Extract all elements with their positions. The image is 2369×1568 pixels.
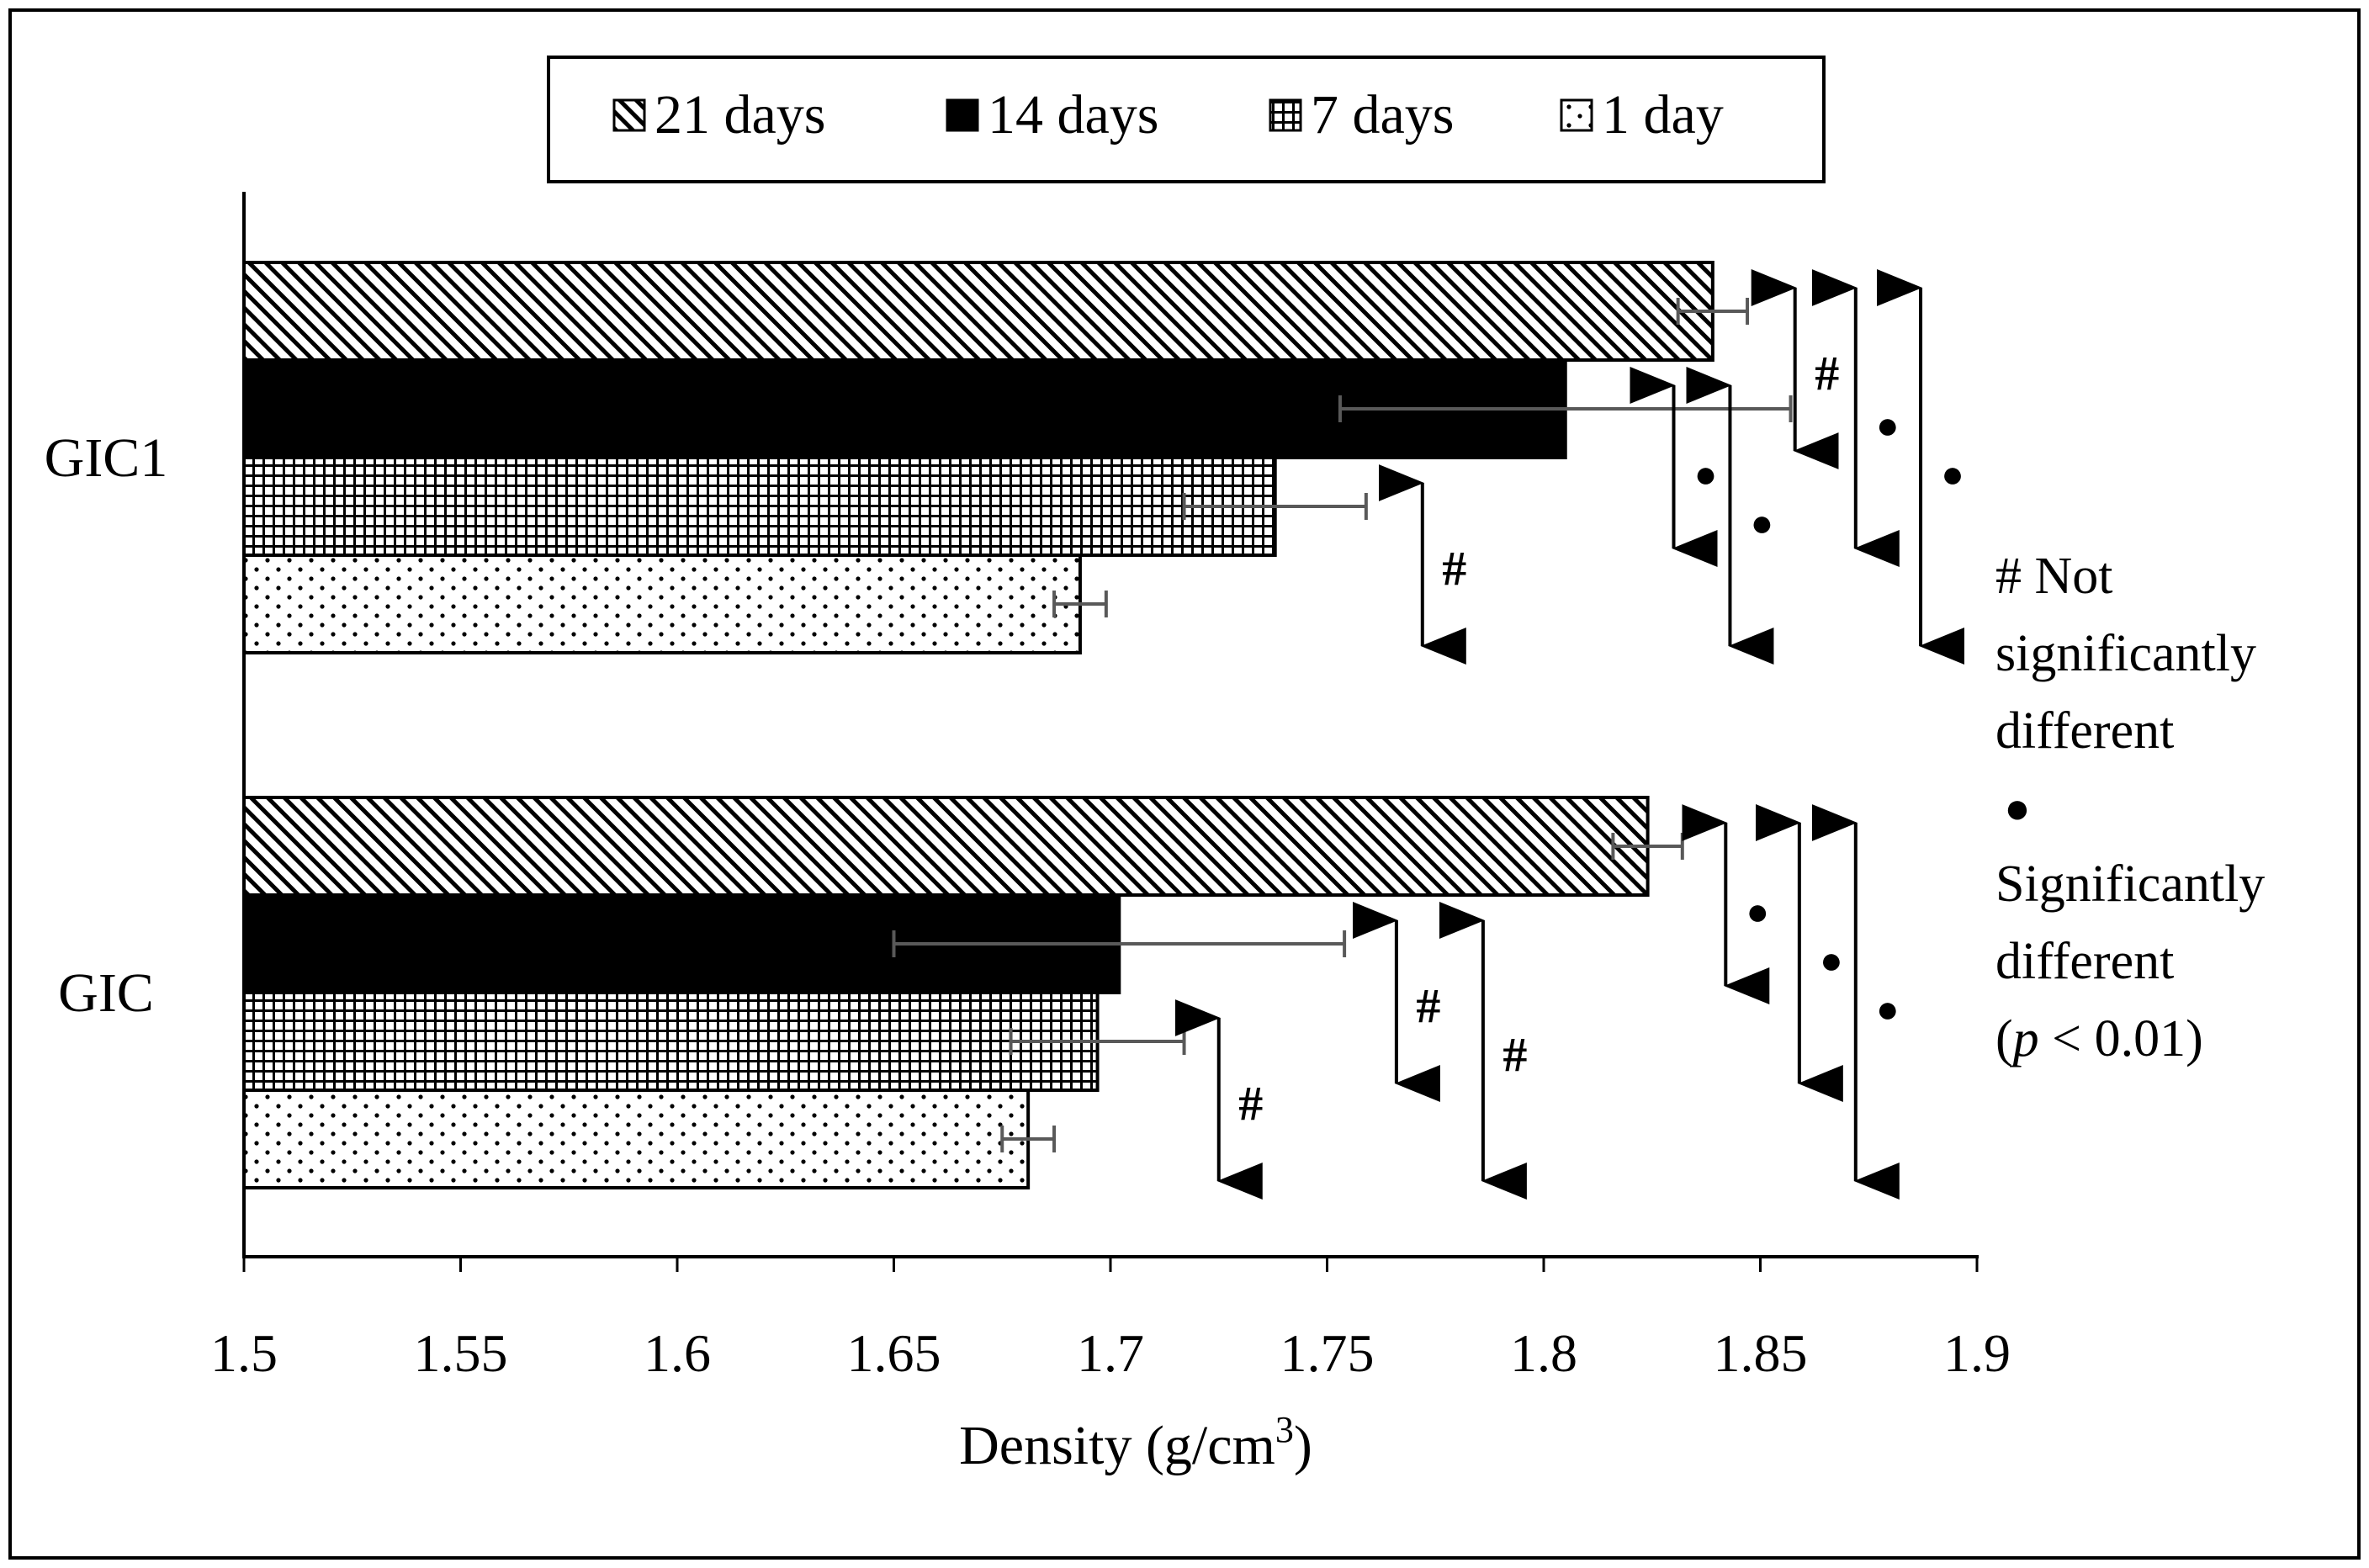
legend-entry-14-days: 14 days (946, 84, 1158, 146)
bar-gic1-1-day (242, 554, 1082, 654)
legend-entry-21-days: 21 days (612, 84, 825, 146)
error-bar-gic-1-day (1000, 1126, 1057, 1152)
comparison-mark: # (1442, 541, 1466, 596)
comparison-mark: ● (1876, 404, 1900, 447)
x-tick-label-1-75: 1.75 (1280, 1323, 1375, 1383)
significance-key: # Not significantly different ● Signific… (1995, 548, 2265, 1067)
bar-gic1-7-days (242, 456, 1277, 557)
x-tick-label-1-5: 1.5 (210, 1323, 278, 1383)
comparison-mark: # (1238, 1076, 1263, 1131)
comparison-gic-7-days-vs-1-day: # (1174, 999, 1263, 1200)
legend-entry-1-day: 1 day (1560, 84, 1724, 146)
comparison-mark: # (1502, 1027, 1527, 1082)
legend-label-1-day: 1 day (1602, 84, 1724, 146)
comparison-mark: ● (1694, 453, 1718, 495)
comparison-mark: ● (1751, 501, 1774, 544)
comparison-mark: ● (1876, 988, 1900, 1030)
key-hash-line2: significantly (1995, 625, 2256, 682)
key-hash-line3: different (1995, 702, 2174, 760)
comparison-mark: ● (1820, 939, 1843, 982)
bars-layer (242, 261, 1714, 1189)
x-tick-label-1-7: 1.7 (1077, 1323, 1144, 1383)
error-bars-layer (892, 298, 1793, 1152)
comparison-mark: # (1416, 978, 1440, 1033)
legend-swatch-14-days (946, 98, 979, 132)
comparison-mark: # (1815, 346, 1839, 400)
x-tick-label-1-85: 1.85 (1714, 1323, 1808, 1383)
bar-gic1-21-days (242, 261, 1714, 362)
category-label-gic1: GIC1 (45, 427, 168, 489)
key-dot-symbol: ● (2004, 785, 2030, 833)
key-dot-line3: (p < 0.01) (1995, 1010, 2203, 1067)
legend: 21 days 14 days 7 days 1 day (547, 56, 1826, 183)
category-labels-layer: GIC1 GIC (45, 427, 168, 1024)
x-tick-label-1-6: 1.6 (644, 1323, 711, 1383)
legend-swatch-21-days (612, 98, 646, 132)
comparison-gic1-21-days-vs-1-day: ● (1877, 269, 1965, 665)
x-tick-label-1-55: 1.55 (414, 1323, 508, 1383)
error-bar-gic1-21-days (1676, 298, 1750, 325)
key-dot-line1: Significantly (1995, 856, 2265, 913)
legend-box (547, 56, 1826, 183)
comparison-gic1-14-days-vs-1-day: ● (1686, 367, 1774, 665)
x-tick-label-1-65: 1.65 (847, 1323, 941, 1383)
legend-label-14-days: 14 days (988, 84, 1158, 146)
error-bar-gic-14-days (892, 930, 1347, 957)
comparison-gic-14-days-vs-7-days: # (1352, 902, 1440, 1102)
x-ticks-layer: 1.5 1.55 1.6 1.65 1.7 1.75 1.8 1.85 1.9 (210, 1257, 2011, 1383)
key-hash-line1: # Not (1995, 548, 2113, 605)
x-axis-title: Density (g/cm3) (959, 1409, 1312, 1476)
legend-entry-7-days: 7 days (1269, 84, 1454, 146)
category-label-gic: GIC (58, 962, 154, 1024)
error-bar-gic1-7-days (1182, 493, 1368, 520)
bar-gic-1-day (242, 1089, 1031, 1189)
comparison-mark: ● (1941, 453, 1964, 495)
key-dot-line2: different (1995, 933, 2174, 990)
x-tick-label-1-9: 1.9 (1943, 1323, 2011, 1383)
comparison-gic-21-days-vs-1-day: ● (1811, 804, 1900, 1200)
comparison-gic1-7-days-vs-1-day: # (1378, 464, 1466, 665)
legend-label-21-days: 21 days (655, 84, 825, 146)
legend-label-7-days: 7 days (1311, 84, 1454, 146)
x-tick-label-1-8: 1.8 (1510, 1323, 1577, 1383)
comparison-gic-14-days-vs-1-day: # (1439, 902, 1527, 1200)
comparison-mark: ● (1746, 890, 1769, 933)
bar-gic-21-days (242, 796, 1650, 897)
legend-swatch-1-day (1560, 98, 1593, 132)
bar-gic-7-days (242, 991, 1100, 1092)
error-bar-gic1-1-day (1052, 591, 1108, 617)
comparison-arrows-layer: # ● ● # ● ● # # # ● ● ● (1174, 269, 1965, 1200)
legend-swatch-7-days (1269, 98, 1302, 132)
